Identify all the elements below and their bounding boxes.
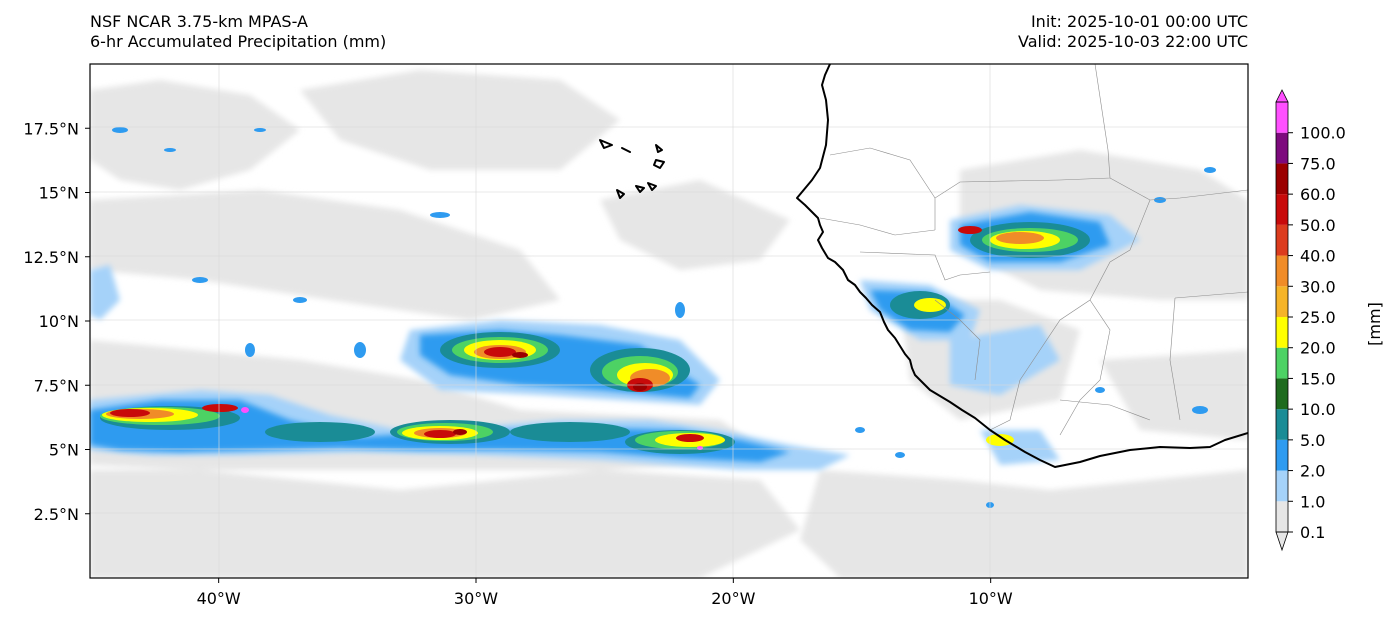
colorbar-swatch	[1276, 224, 1288, 256]
lat-tick-label: 17.5°N	[23, 119, 79, 138]
lon-tick-label: 20°W	[711, 589, 755, 608]
lon-tick-group: 40°W 30°W 20°W 10°W	[197, 578, 1013, 608]
colorbar-swatch	[1276, 439, 1288, 471]
colorbar-level-label: 0.1	[1300, 523, 1325, 542]
colorbar-swatch	[1276, 409, 1288, 440]
colorbar-level-label: 40.0	[1300, 247, 1336, 266]
colorbar-level-label: 50.0	[1300, 216, 1336, 235]
lon-tick-label: 30°W	[454, 589, 498, 608]
colorbar-swatch	[1276, 102, 1288, 133]
colorbar-swatch	[1276, 501, 1288, 532]
lon-tick-label: 10°W	[969, 589, 1013, 608]
coastline	[599, 64, 1248, 468]
colorbar-level-label: 10.0	[1300, 400, 1336, 419]
init-time: Init: 2025-10-01 00:00 UTC	[1030, 12, 1248, 31]
colorbar-level-label: 15.0	[1300, 369, 1336, 388]
country-borders	[819, 64, 1248, 436]
title-block: NSF NCAR 3.75-km MPAS-A 6-hr Accumulated…	[90, 12, 386, 52]
lat-tick-label: 15°N	[39, 184, 79, 203]
colorbar-swatch	[1276, 163, 1288, 195]
colorbar-extend-min	[1275, 531, 1289, 552]
lat-tick-label: 5°N	[49, 441, 79, 460]
field-title: 6-hr Accumulated Precipitation (mm)	[90, 32, 387, 51]
valid-time: Valid: 2025-10-03 22:00 UTC	[1017, 32, 1248, 51]
colorbar-swatch	[1276, 317, 1288, 348]
colorbar-level-label: 75.0	[1300, 154, 1336, 173]
colorbar: 0.1 1.0 2.0 5.0 10.0 15.0 20.0 25.0 30.0 40.0 50.0…	[1275, 89, 1346, 552]
colorbar-swatch	[1276, 286, 1288, 317]
colorbar-level-label: 30.0	[1300, 277, 1336, 296]
colorbar-level-label: 2.0	[1300, 462, 1325, 481]
colorbar-level-label: 5.0	[1300, 431, 1325, 450]
map-area	[90, 64, 1248, 578]
colorbar-swatch	[1276, 194, 1288, 225]
lat-tick-label: 10°N	[39, 312, 79, 331]
colorbar-swatch	[1276, 470, 1288, 502]
colorbar-unit-label: [mm]	[1365, 302, 1384, 346]
colorbar-level-label: 1.0	[1300, 492, 1325, 511]
colorbar-swatch	[1276, 347, 1288, 379]
gridlines	[90, 64, 1248, 578]
colorbar-swatch	[1276, 132, 1288, 164]
colorbar-swatch	[1276, 378, 1288, 410]
lat-tick-group: 2.5°N 5°N 7.5°N 10°N 12.5°N 15°N 17.5°N	[23, 119, 90, 524]
colorbar-extend-max	[1275, 89, 1289, 103]
lat-tick-label: 12.5°N	[23, 248, 79, 267]
colorbar-level-label: 100.0	[1300, 124, 1346, 143]
trace-precip-layer	[90, 70, 1248, 578]
time-block: Init: 2025-10-01 00:00 UTC Valid: 2025-1…	[1018, 12, 1248, 52]
lat-tick-label: 2.5°N	[34, 505, 79, 524]
colorbar-level-label: 60.0	[1300, 185, 1336, 204]
lon-tick-label: 40°W	[197, 589, 241, 608]
colorbar-level-label: 25.0	[1300, 308, 1336, 327]
colorbar-level-label: 20.0	[1300, 339, 1336, 358]
model-title: NSF NCAR 3.75-km MPAS-A	[90, 12, 308, 31]
colorbar-swatch	[1276, 255, 1288, 287]
lat-tick-label: 7.5°N	[34, 376, 79, 395]
